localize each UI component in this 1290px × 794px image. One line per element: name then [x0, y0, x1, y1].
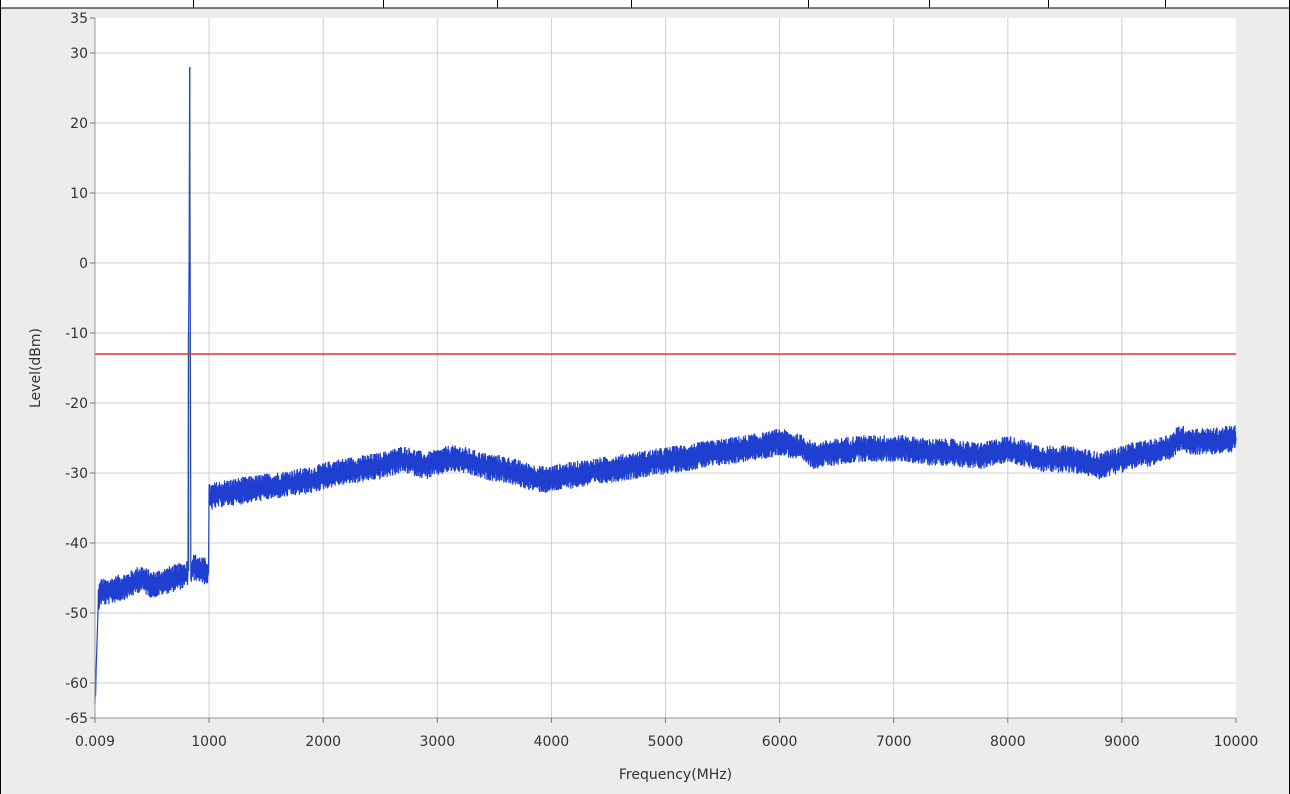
y-tick-label: 30 — [70, 46, 88, 62]
x-tick-label: 3000 — [419, 734, 455, 750]
y-tick-label: -30 — [65, 466, 88, 482]
x-tick-label: 6000 — [762, 734, 798, 750]
x-tick-label: 0.009 — [75, 734, 115, 750]
y-tick-label: -50 — [65, 606, 88, 622]
series-layer — [94, 66, 1237, 705]
y-tick-label: -20 — [65, 396, 88, 412]
y-tick-label: -65 — [65, 711, 88, 727]
grid-lines — [95, 18, 1236, 718]
y-tick-label: -40 — [65, 536, 88, 552]
x-tick-label: 9000 — [1104, 734, 1140, 750]
x-tick-label: 4000 — [534, 734, 570, 750]
x-tick-label: 7000 — [876, 734, 912, 750]
x-axis-label: Frequency(MHz) — [619, 767, 732, 783]
x-axis-ticks: 0.009 1000 2000 3000 4000 5000 6000 7000 8000 900… — [75, 718, 1258, 750]
y-tick-label: 35 — [70, 11, 88, 27]
y-axis-label: Level(dBm) — [28, 328, 44, 408]
y-tick-label: 0 — [79, 256, 88, 272]
x-tick-label: 2000 — [305, 734, 341, 750]
x-tick-label: 10000 — [1214, 734, 1259, 750]
y-axis-ticks: 35 30 20 10 0 -10 -20 -30 -40 -50 -60 -65 — [65, 11, 95, 727]
y-tick-label: -60 — [65, 676, 88, 692]
y-tick-label: 20 — [70, 116, 88, 132]
series-line — [94, 66, 1237, 705]
x-tick-label: 1000 — [191, 734, 227, 750]
y-tick-label: 10 — [70, 186, 88, 202]
top-strip-fill — [0, 0, 1290, 8]
x-tick-label: 5000 — [648, 734, 684, 750]
x-tick-label: 8000 — [990, 734, 1026, 750]
y-tick-label: -10 — [65, 326, 88, 342]
